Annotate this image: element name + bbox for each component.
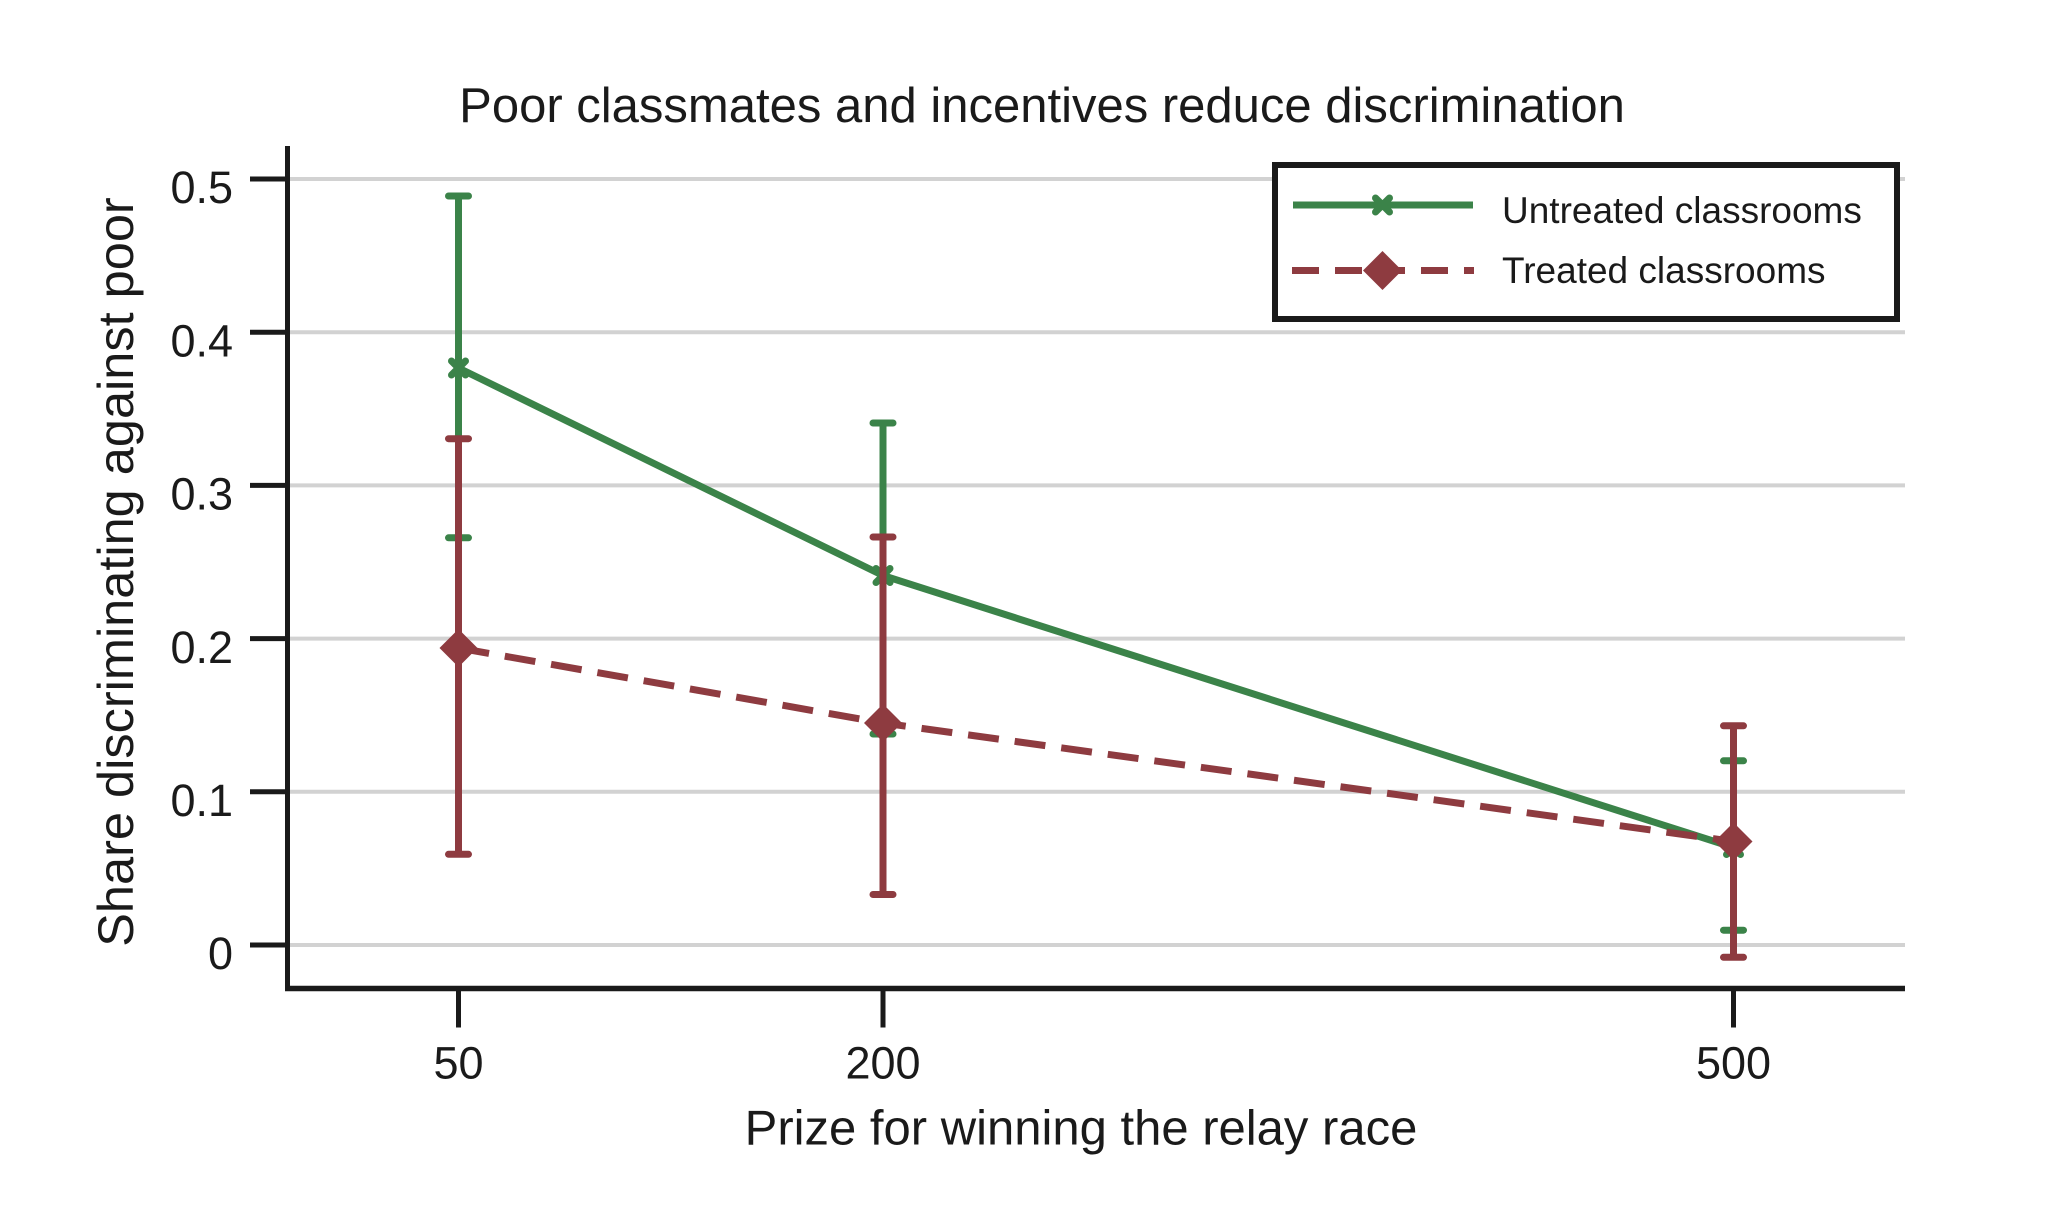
svg-text:0.1: 0.1 (170, 775, 233, 826)
svg-text:Prize for winning the relay ra: Prize for winning the relay race (745, 1102, 1418, 1156)
svg-text:0.3: 0.3 (170, 469, 233, 520)
svg-text:0: 0 (208, 928, 233, 979)
svg-text:0.5: 0.5 (170, 162, 233, 213)
svg-text:Untreated classrooms: Untreated classrooms (1502, 190, 1862, 231)
svg-text:Share discriminating against p: Share discriminating against poor (87, 197, 144, 947)
svg-text:500: 500 (1696, 1038, 1771, 1089)
svg-text:0.4: 0.4 (170, 315, 233, 366)
svg-text:200: 200 (845, 1038, 920, 1089)
svg-text:0.2: 0.2 (170, 622, 233, 673)
svg-text:Poor classmates and incentives: Poor classmates and incentives reduce di… (459, 79, 1625, 133)
svg-text:50: 50 (433, 1038, 483, 1089)
svg-text:Treated classrooms: Treated classrooms (1502, 250, 1826, 291)
